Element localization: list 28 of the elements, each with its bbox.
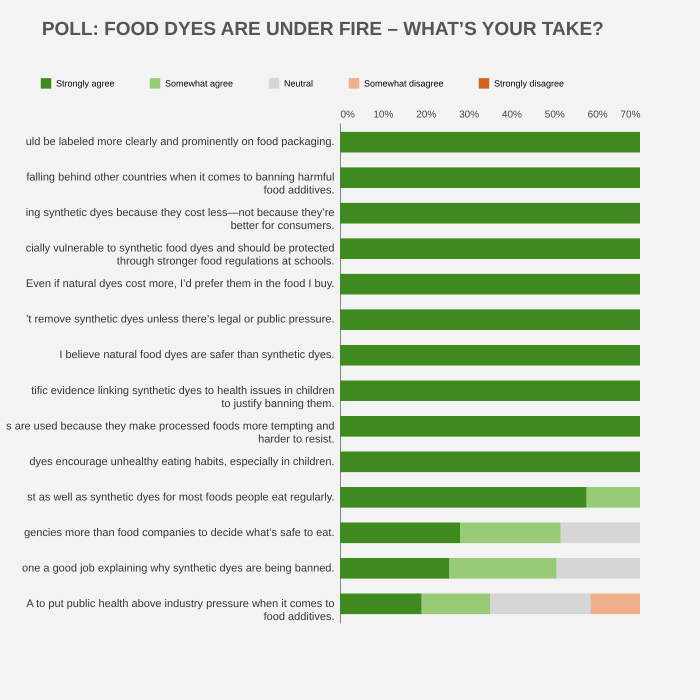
legend-label: Somewhat agree — [165, 78, 234, 88]
y-tick-label: s are used because they make processed foods more tempting and harder to resist. — [6, 420, 334, 446]
y-tick-label: ’t remove synthetic dyes unless there’s legal or public pressure. — [26, 314, 334, 326]
legend-label: Somewhat disagree — [364, 78, 444, 88]
x-tick-label: 40% — [502, 110, 522, 120]
y-tick-label: dyes encourage unhealthy eating habits, especially in children. — [29, 456, 334, 468]
y-tick-label: cially vulnerable to synthetic food dyes and should be protected through stronger food regulations at schools. — [26, 242, 334, 268]
y-tick-label: st as well as synthetic dyes for most foods people eat regularly. — [27, 491, 334, 504]
y-tick-label: one a good job explaining why synthetic dyes are being banned. — [22, 562, 334, 574]
y-tick-label: gencies more than food companies to decide what’s safe to eat. — [24, 526, 334, 539]
x-tick-label: 20% — [416, 110, 436, 120]
y-tick-label: A to put public health above industry pressure when it comes to food additives. — [26, 598, 334, 623]
chart-title: POLL: FOOD DYES ARE UNDER FIRE – WHAT’S YOUR TAKE? — [42, 19, 604, 40]
x-tick-label: 30% — [459, 110, 480, 120]
y-tick-label: ing synthetic dyes because they cost less—not because they’re better for consumers. — [26, 207, 334, 232]
y-tick-label: uld be labeled more clearly and prominently on food packaging. — [26, 136, 334, 148]
y-tick-label: Even if natural dyes cost more, I’d prefer them in the food I buy. — [26, 278, 334, 290]
x-tick-label: 0% — [340, 110, 356, 120]
x-tick-label: 10% — [373, 110, 394, 120]
y-tick-label: falling behind other countries when it comes to banning harmful food additives. — [26, 172, 334, 197]
y-tick-label: tific evidence linking synthetic dyes to health issues in children to justify banning them. — [31, 384, 334, 410]
legend-label: Neutral — [284, 78, 314, 88]
y-tick-label: I believe natural food dyes are safer than synthetic dyes. — [59, 349, 334, 362]
legend-label: Strongly agree — [56, 78, 115, 88]
legend-label: Strongly disagree — [494, 78, 564, 88]
x-tick-label: 70% — [620, 110, 641, 120]
x-tick-label: 60% — [588, 110, 608, 120]
x-tick-label: 50% — [544, 110, 565, 120]
